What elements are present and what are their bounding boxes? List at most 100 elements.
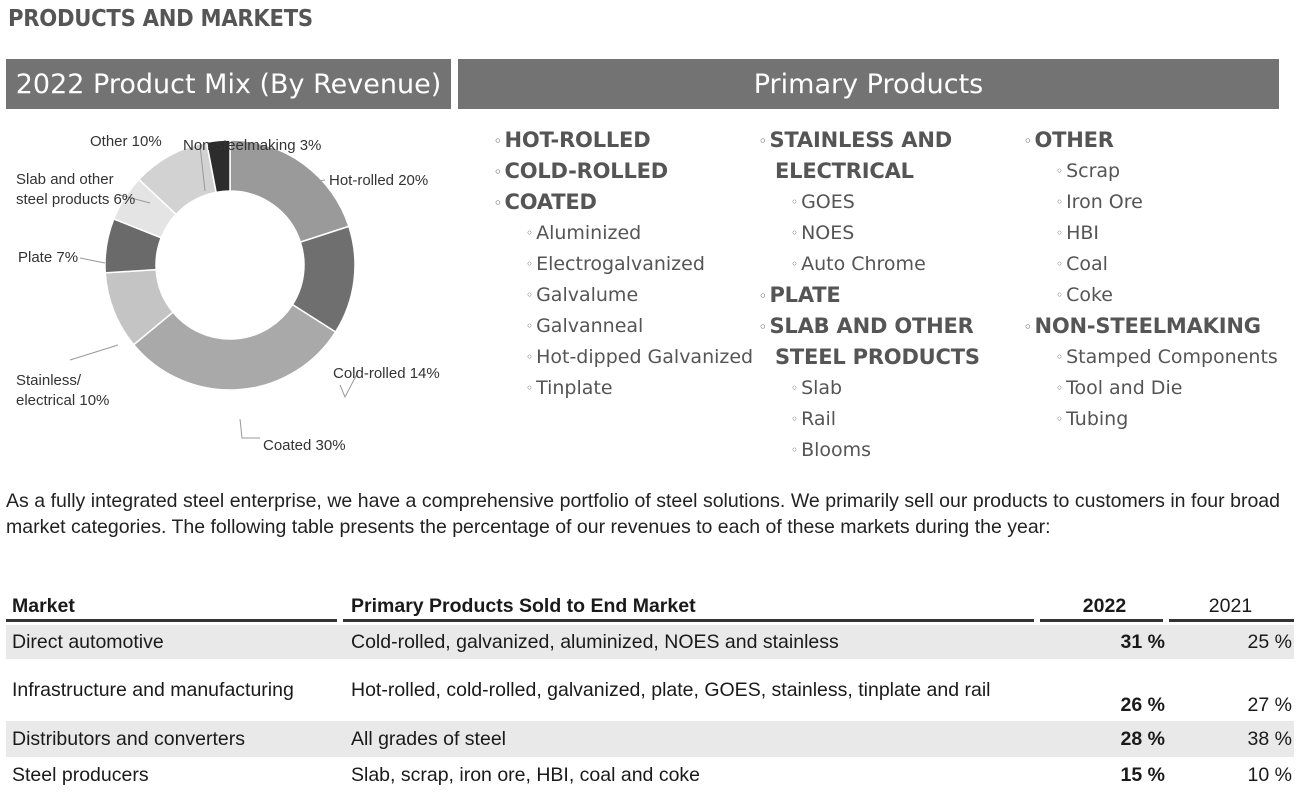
- bullet-icon: ◦: [1056, 288, 1064, 302]
- bullet-icon: ◦: [1056, 195, 1064, 209]
- bullet-icon: ◦: [759, 320, 767, 334]
- product-label: Iron Ore: [1066, 191, 1143, 213]
- product-label: STAINLESS AND: [769, 128, 952, 152]
- pct-2021-cell: 38 %: [1247, 727, 1292, 750]
- product-label: Hot-dipped Galvanized: [536, 346, 754, 368]
- product-label: HBI: [1066, 222, 1100, 244]
- pct-2022-cell: 26 %: [1120, 694, 1165, 716]
- markets-table: Market Primary Products Sold to End Mark…: [6, 592, 1294, 793]
- bullet-icon: ◦: [791, 195, 799, 209]
- product-label: Aluminized: [536, 222, 642, 244]
- product-label: COATED: [504, 190, 597, 214]
- product-sub-item: ◦ Tubing: [1024, 404, 1278, 435]
- product-label: SLAB AND OTHER: [769, 314, 974, 338]
- product-category: ◦ HOT-ROLLED: [494, 125, 753, 156]
- product-sub-item: ◦ Tinplate: [494, 373, 753, 404]
- leader-line: [69, 344, 119, 361]
- products-column-3: ◦ OTHER ◦ Scrap ◦ Iron Ore ◦ HBI ◦ Coal ◦ Coke ◦ NON-…: [1024, 125, 1278, 435]
- bullet-icon: ◦: [526, 381, 534, 395]
- bullet-icon: ◦: [1024, 320, 1032, 334]
- product-sub-item: ◦ Electrogalvanized: [494, 249, 753, 280]
- donut-slice: [132, 303, 337, 391]
- pct-2021-cell: 25 %: [1247, 630, 1292, 653]
- leader-line: [299, 179, 326, 185]
- bullet-icon: ◦: [791, 412, 799, 426]
- product-label: Galvalume: [536, 284, 639, 306]
- product-sub-item: ◦ Stamped Components: [1024, 342, 1278, 373]
- bullet-icon: ◦: [759, 134, 767, 148]
- market-cell: Steel producers: [12, 763, 149, 786]
- bullet-icon: ◦: [791, 443, 799, 457]
- product-sub-item: ◦ Auto Chrome: [759, 249, 980, 280]
- chart-label-stainless: Stainless/ electrical 10%: [16, 372, 110, 409]
- bullet-icon: ◦: [494, 134, 502, 148]
- product-label: NON-STEELMAKING: [1034, 314, 1261, 338]
- donut-slice: [205, 139, 231, 194]
- bullet-icon: ◦: [1056, 257, 1064, 271]
- leader-line: [339, 371, 359, 399]
- product-label: STEEL PRODUCTS: [775, 345, 980, 369]
- product-category: ◦ SLAB AND OTHER: [759, 311, 980, 342]
- bullet-icon: ◦: [1056, 226, 1064, 240]
- primary-products-header: Primary Products: [458, 59, 1279, 109]
- product-label: Scrap: [1066, 160, 1121, 182]
- product-label: Stamped Components: [1066, 346, 1278, 368]
- product-label: Rail: [801, 408, 837, 430]
- header-primary-products: Primary Products Sold to End Market: [343, 592, 1040, 622]
- product-sub-item: ◦ NOES: [759, 218, 980, 249]
- product-category: STEEL PRODUCTS: [759, 342, 980, 373]
- bullet-icon: ◦: [526, 319, 534, 333]
- product-sub-item: ◦ Coke: [1024, 280, 1278, 311]
- bullet-icon: ◦: [791, 381, 799, 395]
- pct-2021-cell: 10 %: [1247, 763, 1292, 786]
- chart-label-cold-rolled: Cold-rolled 14%: [333, 365, 440, 382]
- bullet-icon: ◦: [494, 165, 502, 179]
- product-label: Tool and Die: [1066, 377, 1183, 399]
- product-label: Galvanneal: [536, 315, 644, 337]
- leader-line: [199, 144, 206, 192]
- products-cell: All grades of steel: [351, 727, 507, 750]
- chart-label-other: Other 10%: [90, 133, 162, 150]
- product-mix-donut-chart: [69, 139, 359, 439]
- product-label: Coal: [1066, 253, 1108, 275]
- product-label: OTHER: [1034, 128, 1114, 152]
- product-label: GOES: [801, 191, 855, 213]
- product-label: PLATE: [769, 283, 841, 307]
- bullet-icon: ◦: [526, 257, 534, 271]
- product-sub-item: ◦ Blooms: [759, 435, 980, 466]
- product-label: Coke: [1066, 284, 1113, 306]
- market-cell: Distributors and converters: [12, 727, 246, 750]
- leader-line: [119, 194, 151, 204]
- pct-2021-cell: 27 %: [1247, 694, 1292, 716]
- product-sub-item: ◦ Slab: [759, 373, 980, 404]
- product-sub-item: ◦ Tool and Die: [1024, 373, 1278, 404]
- chart-label-slab-other: Slab and other steel products 6%: [16, 171, 136, 208]
- product-sub-item: ◦ HBI: [1024, 218, 1278, 249]
- chart-label-non-steelmaking: Non-steelmaking 3%: [183, 137, 322, 154]
- market-cell: Direct automotive: [12, 630, 164, 653]
- bullet-icon: ◦: [494, 196, 502, 210]
- section-title: PRODUCTS AND MARKETS: [8, 6, 313, 32]
- chart-label-hot-rolled: Hot-rolled 20%: [329, 172, 429, 189]
- table-row: Direct automotive Cold-rolled, galvanize…: [6, 625, 1294, 659]
- product-sub-item: ◦ Galvanneal: [494, 311, 753, 342]
- bullet-icon: ◦: [791, 257, 799, 271]
- markets-paragraph: As a fully integrated steel enterprise, …: [6, 490, 1280, 538]
- product-category: ◦ STAINLESS AND: [759, 125, 980, 156]
- bullet-icon: ◦: [526, 288, 534, 302]
- pct-2022-cell: 15 %: [1120, 763, 1165, 786]
- bullet-icon: ◦: [526, 226, 534, 240]
- table-row: Steel producers Slab, scrap, iron ore, H…: [6, 757, 1294, 793]
- product-label: Slab: [801, 377, 843, 399]
- products-column-1: ◦ HOT-ROLLED ◦ COLD-ROLLED ◦ COATED ◦ Aluminize…: [494, 125, 753, 404]
- table-row: Infrastructure and manufacturing Hot-rol…: [6, 659, 1294, 721]
- leader-line: [79, 257, 106, 264]
- product-sub-item: ◦ Galvalume: [494, 280, 753, 311]
- product-label: HOT-ROLLED: [504, 128, 651, 152]
- product-sub-item: ◦ Scrap: [1024, 156, 1278, 187]
- leader-line: [239, 418, 260, 439]
- product-label: ELECTRICAL: [775, 159, 914, 183]
- bullet-icon: ◦: [1056, 350, 1064, 364]
- product-label: Electrogalvanized: [536, 253, 705, 275]
- pct-2022-cell: 31 %: [1120, 630, 1165, 653]
